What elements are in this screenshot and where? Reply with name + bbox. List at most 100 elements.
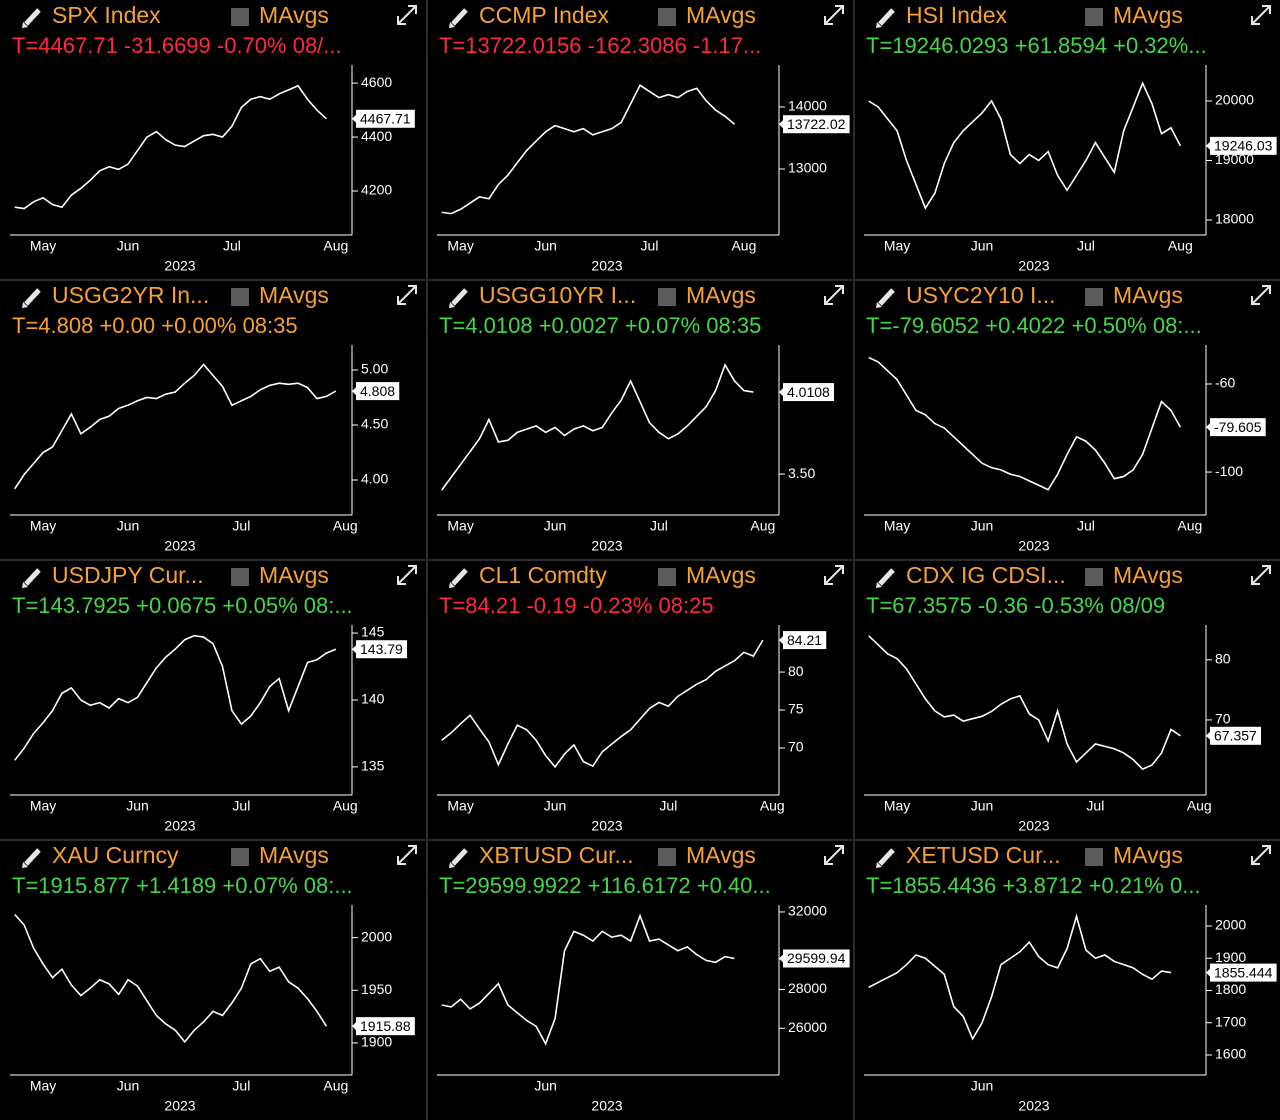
edit-button[interactable] xyxy=(449,8,468,28)
mavgs-button[interactable]: MAvgs xyxy=(259,2,329,28)
pencil-icon[interactable] xyxy=(878,848,895,866)
expand-icon[interactable] xyxy=(835,285,844,294)
expand-icon[interactable] xyxy=(397,856,406,865)
expand-icon[interactable] xyxy=(397,16,406,25)
expand-icon[interactable] xyxy=(408,565,417,574)
expand-button[interactable] xyxy=(1251,565,1271,585)
mavgs-checkbox[interactable] xyxy=(658,568,676,586)
expand-icon[interactable] xyxy=(1251,16,1260,25)
pencil-icon[interactable] xyxy=(24,568,41,586)
pencil-icon[interactable] xyxy=(24,848,41,866)
expand-icon[interactable] xyxy=(1251,845,1271,865)
pencil-tip[interactable] xyxy=(22,302,28,308)
edit-button[interactable] xyxy=(449,568,468,588)
pencil-tip[interactable] xyxy=(22,22,28,28)
expand-button[interactable] xyxy=(397,845,417,865)
expand-icon[interactable] xyxy=(1262,845,1271,854)
expand-icon[interactable] xyxy=(397,285,417,305)
edit-button[interactable] xyxy=(876,568,895,588)
expand-icon[interactable] xyxy=(835,845,844,854)
edit-button[interactable] xyxy=(22,288,41,308)
expand-icon[interactable] xyxy=(1251,856,1260,865)
mavgs-button[interactable]: MAvgs xyxy=(259,282,329,308)
mavgs-button[interactable]: MAvgs xyxy=(686,282,756,308)
mavgs-checkbox[interactable] xyxy=(231,848,249,866)
expand-icon[interactable] xyxy=(1251,285,1271,305)
mavgs-checkbox[interactable] xyxy=(231,568,249,586)
mavgs-checkbox[interactable] xyxy=(1085,848,1103,866)
expand-button[interactable] xyxy=(824,5,844,25)
pencil-icon[interactable] xyxy=(24,8,41,26)
pencil-tip[interactable] xyxy=(22,862,28,868)
edit-button[interactable] xyxy=(22,568,41,588)
expand-icon[interactable] xyxy=(408,285,417,294)
mavgs-checkbox[interactable] xyxy=(658,288,676,306)
expand-icon[interactable] xyxy=(408,5,417,14)
pencil-tip[interactable] xyxy=(876,582,882,588)
edit-button[interactable] xyxy=(22,848,41,868)
mavgs-button[interactable]: MAvgs xyxy=(1113,2,1183,28)
expand-icon[interactable] xyxy=(397,576,406,585)
expand-button[interactable] xyxy=(824,285,844,305)
expand-icon[interactable] xyxy=(397,5,417,25)
pencil-tip[interactable] xyxy=(876,22,882,28)
mavgs-button[interactable]: MAvgs xyxy=(1113,842,1183,868)
mavgs-checkbox[interactable] xyxy=(658,848,676,866)
edit-button[interactable] xyxy=(876,8,895,28)
mavgs-button[interactable]: MAvgs xyxy=(259,562,329,588)
expand-button[interactable] xyxy=(1251,5,1271,25)
expand-icon[interactable] xyxy=(408,845,417,854)
pencil-icon[interactable] xyxy=(878,568,895,586)
mavgs-button[interactable]: MAvgs xyxy=(686,562,756,588)
expand-icon[interactable] xyxy=(824,285,844,305)
edit-button[interactable] xyxy=(22,8,41,28)
expand-icon[interactable] xyxy=(835,5,844,14)
expand-icon[interactable] xyxy=(1251,5,1271,25)
mavgs-checkbox[interactable] xyxy=(1085,288,1103,306)
pencil-tip[interactable] xyxy=(449,862,455,868)
expand-button[interactable] xyxy=(397,565,417,585)
mavgs-checkbox[interactable] xyxy=(231,288,249,306)
mavgs-button[interactable]: MAvgs xyxy=(259,842,329,868)
expand-button[interactable] xyxy=(1251,845,1271,865)
expand-icon[interactable] xyxy=(1262,285,1271,294)
pencil-tip[interactable] xyxy=(876,862,882,868)
pencil-icon[interactable] xyxy=(451,568,468,586)
mavgs-checkbox[interactable] xyxy=(231,8,249,26)
expand-icon[interactable] xyxy=(824,856,833,865)
mavgs-button[interactable]: MAvgs xyxy=(686,842,756,868)
pencil-tip[interactable] xyxy=(449,582,455,588)
pencil-tip[interactable] xyxy=(22,582,28,588)
expand-icon[interactable] xyxy=(1251,296,1260,305)
expand-icon[interactable] xyxy=(397,845,417,865)
mavgs-checkbox[interactable] xyxy=(1085,568,1103,586)
pencil-icon[interactable] xyxy=(451,848,468,866)
pencil-icon[interactable] xyxy=(878,8,895,26)
pencil-tip[interactable] xyxy=(449,22,455,28)
mavgs-button[interactable]: MAvgs xyxy=(1113,562,1183,588)
expand-button[interactable] xyxy=(397,5,417,25)
expand-icon[interactable] xyxy=(824,565,844,585)
expand-icon[interactable] xyxy=(835,565,844,574)
edit-button[interactable] xyxy=(449,288,468,308)
expand-icon[interactable] xyxy=(397,296,406,305)
edit-button[interactable] xyxy=(876,848,895,868)
expand-icon[interactable] xyxy=(824,16,833,25)
pencil-tip[interactable] xyxy=(449,302,455,308)
expand-button[interactable] xyxy=(824,565,844,585)
expand-icon[interactable] xyxy=(1262,5,1271,14)
expand-icon[interactable] xyxy=(824,576,833,585)
expand-button[interactable] xyxy=(824,845,844,865)
mavgs-checkbox[interactable] xyxy=(1085,8,1103,26)
expand-button[interactable] xyxy=(1251,285,1271,305)
expand-icon[interactable] xyxy=(824,845,844,865)
expand-icon[interactable] xyxy=(1251,576,1260,585)
mavgs-button[interactable]: MAvgs xyxy=(1113,282,1183,308)
expand-icon[interactable] xyxy=(824,5,844,25)
pencil-icon[interactable] xyxy=(451,288,468,306)
expand-icon[interactable] xyxy=(1262,565,1271,574)
pencil-icon[interactable] xyxy=(451,8,468,26)
expand-icon[interactable] xyxy=(397,565,417,585)
pencil-tip[interactable] xyxy=(876,302,882,308)
edit-button[interactable] xyxy=(876,288,895,308)
